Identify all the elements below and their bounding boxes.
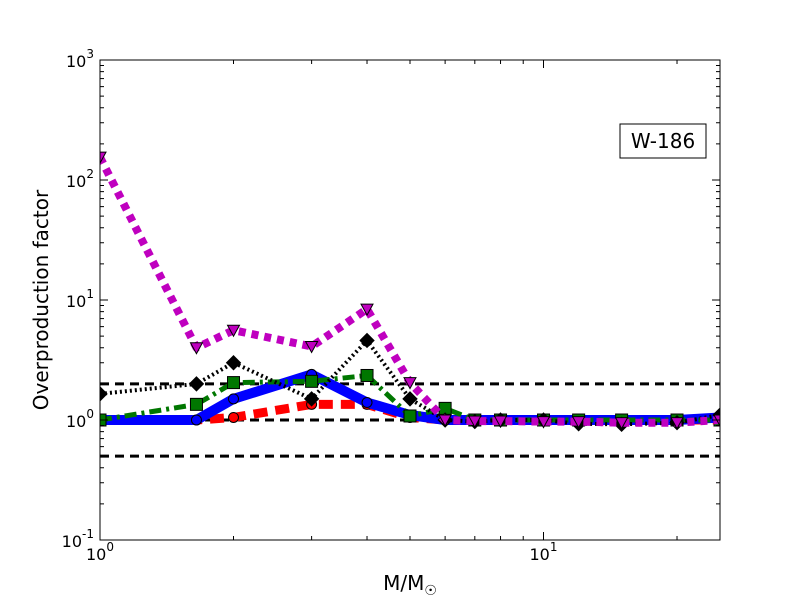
series-line-4 (100, 155, 720, 427)
series-3-point-4 (359, 332, 375, 349)
x-tick-label-1: 101 (530, 540, 558, 564)
series-0-point-2 (228, 411, 240, 423)
series-4-point-11 (614, 417, 629, 430)
series-3-point-3 (303, 391, 320, 407)
series-line-2 (100, 373, 720, 423)
y-tick-label-2: 101 (66, 287, 94, 311)
series-4 (100, 151, 720, 430)
series-3-point-2 (225, 355, 242, 371)
series-4-point-0 (100, 151, 107, 165)
series-1-point-1 (190, 414, 202, 426)
series-2-point-1 (189, 397, 203, 411)
x-axis-label-subscript: ☉ (424, 583, 437, 599)
y-axis-label: Overproduction factor (29, 189, 53, 410)
series-3-point-1 (188, 376, 205, 392)
series-1-point-4 (361, 396, 373, 408)
series-4-point-4 (360, 303, 374, 317)
annotation-box: W-186 (619, 123, 707, 159)
series-4-point-12 (670, 417, 684, 430)
y-tick-label-0: 10-1 (62, 527, 94, 551)
series-4-point-10 (571, 416, 586, 429)
series-2-point-4 (360, 368, 374, 382)
series-4-point-7 (467, 415, 482, 429)
x-axis-label-main: M/M (383, 571, 424, 595)
series-2-point-3 (305, 374, 319, 388)
x-tick-label-0: 100 (86, 540, 114, 564)
series-3-point-5 (402, 391, 418, 407)
annotation-label: W-186 (631, 129, 695, 153)
series-4-point-5 (403, 377, 417, 390)
y-tick-label-1: 100 (66, 407, 94, 431)
series-3-point-0 (100, 386, 108, 402)
x-axis-label: M/M☉ (383, 571, 437, 599)
series-4-point-6 (438, 414, 452, 428)
series-4-point-2 (226, 324, 241, 338)
series-4-point-9 (536, 416, 551, 429)
series-2-point-5 (403, 409, 417, 423)
series-4-point-8 (493, 415, 508, 429)
series-4-point-1 (189, 342, 204, 355)
series-1-point-2 (228, 393, 240, 405)
y-tick-label-3: 102 (66, 167, 94, 191)
series-4-point-3 (304, 340, 319, 354)
annotation-frame (619, 123, 707, 159)
y-tick-label-4: 103 (66, 47, 94, 71)
series-2-point-2 (227, 376, 241, 390)
